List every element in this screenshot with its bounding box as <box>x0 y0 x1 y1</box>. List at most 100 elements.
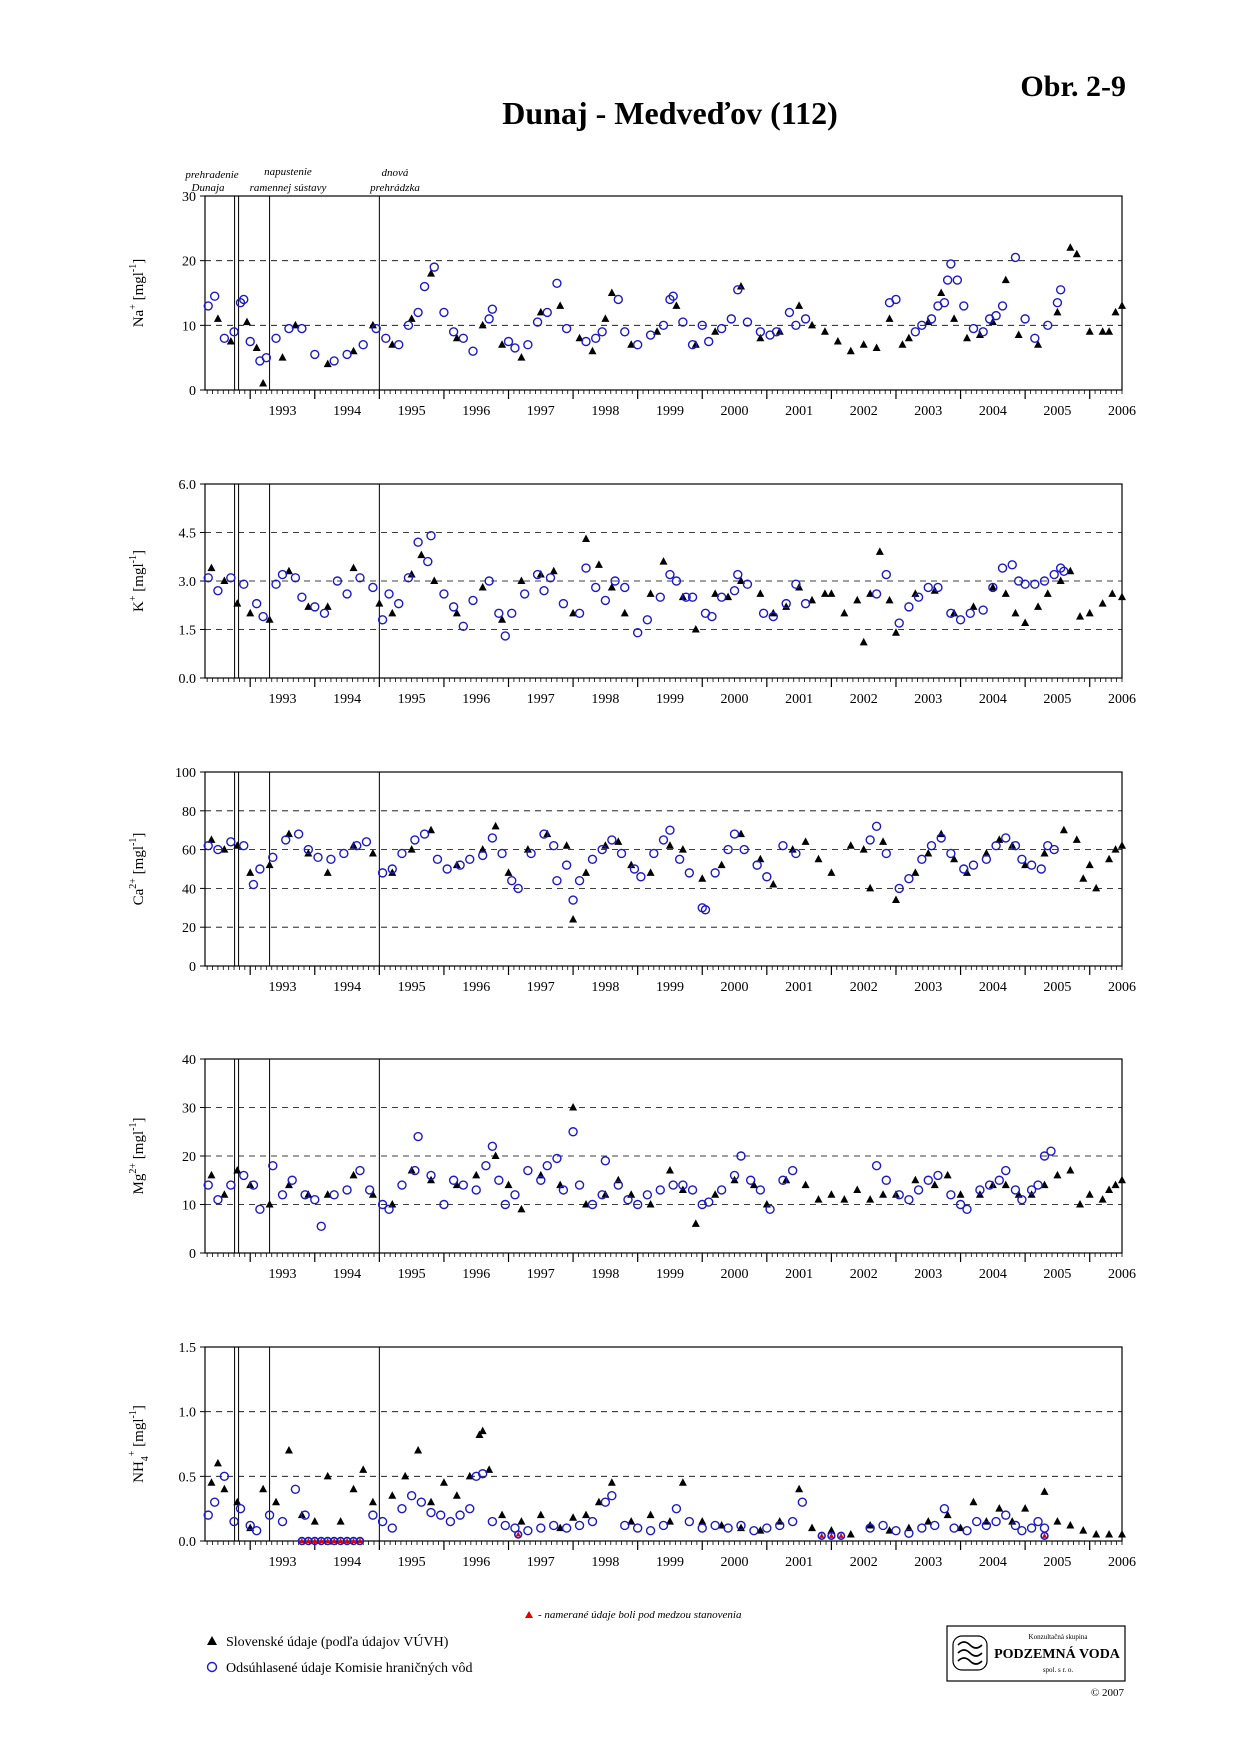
chart-panel-3: 0 20 40 60 80 100 1993 1994 1995 1996 1997 1998 1999… <box>128 766 1136 995</box>
data-point-triangle <box>756 854 765 863</box>
data-point-triangle <box>898 340 907 348</box>
y-label-base: K <box>131 601 147 612</box>
data-point-circle <box>697 320 707 331</box>
data-point-circle <box>436 1510 446 1520</box>
x-tick-label: 2000 <box>721 1267 749 1282</box>
data-point-triangle <box>1053 1517 1062 1525</box>
data-point-circle <box>277 569 288 580</box>
y-label-sup: + <box>127 1450 138 1456</box>
data-point-triangle <box>207 835 216 843</box>
data-point-triangle <box>601 314 610 322</box>
data-point-triangle <box>284 1445 293 1454</box>
data-point-circle <box>962 1525 972 1536</box>
data-point-circle <box>203 301 213 311</box>
data-point-triangle <box>678 592 687 601</box>
data-point-circle <box>733 569 743 580</box>
data-point-triangle <box>427 825 436 834</box>
data-point-circle <box>710 868 720 878</box>
y-axis-label: Ca2+ [mgl-1] <box>128 833 147 906</box>
x-tick-label: 1995 <box>398 1267 426 1282</box>
data-point-circle <box>632 1199 643 1210</box>
data-point-triangle <box>582 868 591 876</box>
data-point-circle <box>1007 560 1017 570</box>
data-point-triangle <box>388 1491 397 1499</box>
data-point-circle <box>917 854 927 864</box>
data-point-circle <box>342 1185 352 1195</box>
data-point-circle <box>368 1510 378 1520</box>
data-point-triangle <box>582 534 591 542</box>
data-point-triangle <box>430 576 439 584</box>
data-point-triangle <box>646 1200 655 1208</box>
data-point-below-limit <box>344 1538 350 1543</box>
data-point-circle <box>552 875 562 886</box>
data-point-triangle <box>808 320 817 329</box>
data-point-circle <box>642 615 653 625</box>
data-point-triangle <box>607 1478 616 1486</box>
data-point-triangle <box>388 868 397 876</box>
data-point-triangle <box>498 1510 507 1519</box>
data-point-circle <box>226 573 236 583</box>
data-point-triangle <box>943 1510 952 1519</box>
data-point-circle <box>791 848 801 859</box>
data-point-triangle <box>323 868 332 876</box>
data-point-circle <box>871 821 882 832</box>
data-point-circle <box>1055 285 1066 295</box>
data-point-circle <box>962 1204 972 1215</box>
data-point-circle <box>946 1190 956 1200</box>
x-tick-label: 2004 <box>979 404 1007 419</box>
data-point-below-limit-circle <box>1040 1531 1049 1541</box>
x-tick-label: 2004 <box>979 980 1007 995</box>
data-point-below-limit <box>357 1538 363 1543</box>
data-point-circle <box>1055 563 1066 573</box>
data-point-circle <box>716 323 727 334</box>
data-point-circle <box>913 1185 924 1195</box>
data-point-circle <box>326 854 336 864</box>
data-point-triangle <box>756 589 765 597</box>
data-point-circle <box>632 340 643 350</box>
data-point-triangle <box>536 570 545 578</box>
data-point-below-limit <box>318 1538 324 1543</box>
data-point-circle <box>229 1516 239 1527</box>
logo-emblem <box>952 1635 988 1671</box>
x-tick-label: 1997 <box>527 980 555 995</box>
data-point-triangle <box>814 854 823 863</box>
x-tick-label: 2004 <box>979 692 1007 707</box>
data-point-triangle <box>607 582 616 591</box>
data-point-circle <box>381 333 391 343</box>
x-tick-label: 2002 <box>850 1555 878 1570</box>
data-point-triangle <box>220 1484 229 1493</box>
data-point-circle <box>523 340 533 350</box>
data-point-circle <box>203 1510 213 1520</box>
data-point-circle <box>939 298 950 308</box>
data-point-triangle <box>523 845 532 853</box>
data-point-triangle <box>213 1458 222 1467</box>
data-point-triangle <box>1076 612 1085 620</box>
data-point-circle <box>913 592 924 602</box>
data-point-circle <box>904 602 914 612</box>
x-tick-label: 1993 <box>268 980 296 995</box>
data-point-triangle <box>207 1478 216 1486</box>
data-point-triangle <box>569 1103 578 1111</box>
data-point-triangle <box>478 320 487 329</box>
data-point-triangle <box>407 570 416 578</box>
data-point-circle <box>997 301 1008 311</box>
data-point-circle <box>1049 569 1059 580</box>
data-point-circle <box>997 563 1008 573</box>
data-point-circle <box>494 608 504 619</box>
data-point-circle <box>1017 1194 1027 1205</box>
data-point-triangle <box>1092 1530 1101 1538</box>
data-point-circle <box>607 1491 617 1501</box>
data-point-triangle <box>407 314 416 322</box>
data-point-circle <box>439 307 449 318</box>
data-point-circle <box>655 592 665 602</box>
data-point-circle <box>946 608 956 619</box>
data-point-circle <box>620 1520 630 1531</box>
data-point-triangle <box>291 320 300 329</box>
data-point-circle <box>697 1199 707 1210</box>
data-point-circle <box>729 829 740 839</box>
data-point-circle <box>387 864 397 874</box>
data-point-triangle <box>272 1497 281 1506</box>
data-point-circle <box>623 1194 633 1205</box>
data-point-circle <box>674 854 685 864</box>
data-point-triangle <box>427 1497 436 1506</box>
